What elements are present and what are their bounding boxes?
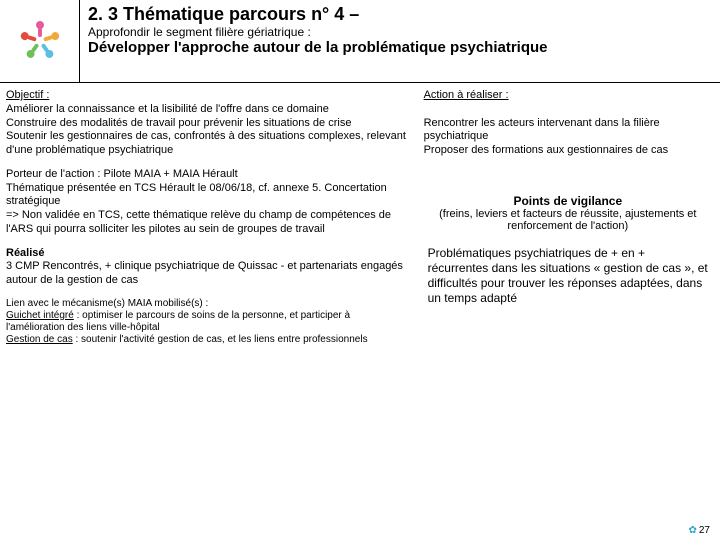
porteur-body: Porteur de l'action : Pilote MAIA + MAIA…: [6, 168, 391, 235]
page-number: 27: [699, 525, 710, 536]
logo-icon: [13, 14, 67, 68]
realise-body: 3 CMP Rencontrés, + clinique psychiatriq…: [6, 260, 403, 286]
section-subtitle: Approfondir le segment filière gériatriq…: [88, 25, 712, 39]
lien-label: Lien avec le mécanisme(s) MAIA mobilisé(…: [6, 298, 208, 309]
guichet-label: Guichet intégré: [6, 310, 74, 321]
problematiques-text: Problématiques psychiatriques de + en + …: [424, 246, 712, 306]
section-title: 2. 3 Thématique parcours n° 4 –: [88, 4, 712, 25]
gestion-body: : soutenir l'activité gestion de cas, et…: [73, 334, 368, 345]
objectif-label: Objectif :: [6, 89, 49, 101]
objectif-body: Améliorer la connaissance et la lisibili…: [6, 103, 406, 156]
dev-title: Développer l'approche autour de la probl…: [88, 39, 712, 56]
vigilance-subtitle: (freins, leviers et facteurs de réussite…: [424, 208, 712, 232]
action-body: Rencontrer les acteurs intervenant dans …: [424, 117, 669, 157]
action-label: Action à réaliser :: [424, 89, 509, 101]
gear-icon: ✿: [688, 525, 696, 536]
realise-label: Réalisé: [6, 247, 45, 259]
gestion-label: Gestion de cas: [6, 334, 73, 345]
vigilance-title: Points de vigilance: [424, 194, 712, 208]
logo: [0, 0, 80, 82]
